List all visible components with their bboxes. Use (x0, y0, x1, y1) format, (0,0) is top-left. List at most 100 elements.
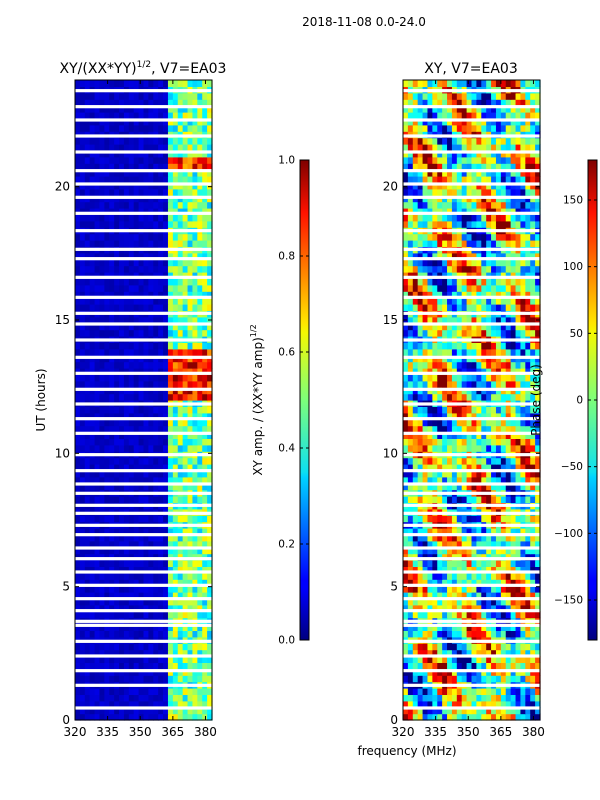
heatmap-cell (456, 406, 463, 414)
heatmap-cell (207, 393, 213, 401)
heatmap-cell (138, 707, 145, 715)
heatmap-cell (187, 233, 194, 241)
heatmap-cell (133, 604, 140, 612)
heatmap-cell (128, 291, 135, 299)
heatmap-cell (432, 707, 438, 715)
heatmap-cell (486, 547, 492, 555)
heatmap-cell (412, 611, 419, 619)
heatmap-cell (99, 572, 105, 580)
heatmap-cell (75, 406, 81, 414)
heatmap-cell (515, 457, 522, 465)
heatmap-cell (104, 604, 110, 612)
heatmap-cell (104, 304, 110, 311)
heatmap-cell (192, 323, 198, 331)
heatmap-cell (520, 361, 526, 369)
heatmap-cell (123, 144, 130, 151)
heatmap-cell (510, 297, 517, 305)
heatmap-cell (143, 643, 149, 651)
heatmap-cell (104, 112, 110, 119)
heatmap-cell (437, 592, 443, 599)
heatmap-cell (104, 566, 110, 574)
heatmap-cell (187, 316, 194, 324)
heatmap-cell (94, 579, 101, 587)
heatmap-cell (202, 624, 208, 631)
heatmap-cell (99, 540, 105, 548)
heatmap-cell (133, 374, 140, 382)
heatmap-cell (202, 592, 208, 599)
heatmap-cell (525, 438, 531, 446)
heatmap-cell (417, 316, 424, 324)
heatmap-cell (104, 342, 110, 350)
left-y-axis-label: UT (hours) (34, 368, 48, 431)
heatmap-cell (99, 560, 105, 567)
heatmap-cell (432, 368, 438, 375)
heatmap-cell (530, 284, 536, 292)
heatmap-cell (177, 624, 184, 631)
heatmap-cell (530, 598, 536, 606)
heatmap-cell (177, 297, 184, 305)
heatmap-cell (163, 560, 169, 567)
heatmap-cell (158, 560, 164, 567)
heatmap-cell (94, 304, 101, 311)
heatmap-cell (75, 252, 81, 260)
heatmap-cell (128, 169, 135, 177)
heatmap-cell (104, 92, 110, 100)
heatmap-cell (495, 316, 502, 324)
heatmap-cell (407, 534, 414, 542)
heatmap-cell (432, 278, 438, 286)
heatmap-cell (481, 284, 487, 292)
heatmap-cell (94, 252, 101, 260)
heatmap-cell (148, 656, 154, 663)
heatmap-cell (75, 323, 81, 331)
heatmap-cell (412, 560, 419, 567)
heatmap-cell (109, 304, 115, 311)
heatmap-cell (143, 156, 149, 164)
heatmap-cell (123, 304, 130, 311)
heatmap-cell (447, 259, 453, 267)
heatmap-cell (182, 675, 189, 683)
heatmap-cell (167, 368, 174, 375)
heatmap-cell (442, 374, 448, 382)
heatmap-cell (133, 259, 140, 267)
heatmap-cell (79, 348, 86, 356)
heatmap-cell (114, 643, 120, 651)
heatmap-cell (163, 624, 169, 631)
heatmap-cell (89, 630, 96, 638)
heatmap-cell (123, 214, 130, 222)
data-gap-band (75, 150, 212, 154)
heatmap-cell (466, 464, 473, 471)
heatmap-cell (94, 662, 101, 670)
heatmap-cell (143, 342, 149, 350)
heatmap-cell (94, 361, 101, 369)
heatmap-cell (461, 265, 468, 273)
heatmap-cell (495, 662, 502, 670)
heatmap-cell (486, 432, 492, 439)
heatmap-cell (476, 579, 482, 587)
heatmap-cell (167, 598, 174, 606)
heatmap-cell (442, 259, 448, 267)
heatmap-cell (172, 92, 179, 100)
heatmap-cell (75, 105, 81, 113)
heatmap-cell (437, 278, 443, 286)
heatmap-cell (187, 150, 194, 158)
heatmap-cell (491, 566, 497, 574)
heatmap-cell (417, 534, 424, 542)
heatmap-cell (89, 592, 96, 599)
data-gap-band (75, 511, 212, 515)
heatmap-cell (422, 323, 429, 331)
heatmap-cell (109, 611, 115, 619)
heatmap-cell (133, 348, 140, 356)
heatmap-cell (422, 579, 429, 587)
heatmap-cell (525, 694, 531, 702)
heatmap-cell (407, 668, 414, 676)
heatmap-cell (197, 464, 203, 471)
heatmap-cell (520, 419, 526, 427)
heatmap-cell (114, 169, 120, 177)
heatmap-cell (456, 464, 463, 471)
heatmap-cell (505, 432, 512, 439)
heatmap-cell (75, 592, 81, 599)
heatmap-cell (158, 675, 164, 683)
heatmap-cell (495, 515, 502, 523)
heatmap-cell (187, 483, 194, 491)
heatmap-cell (525, 284, 531, 292)
